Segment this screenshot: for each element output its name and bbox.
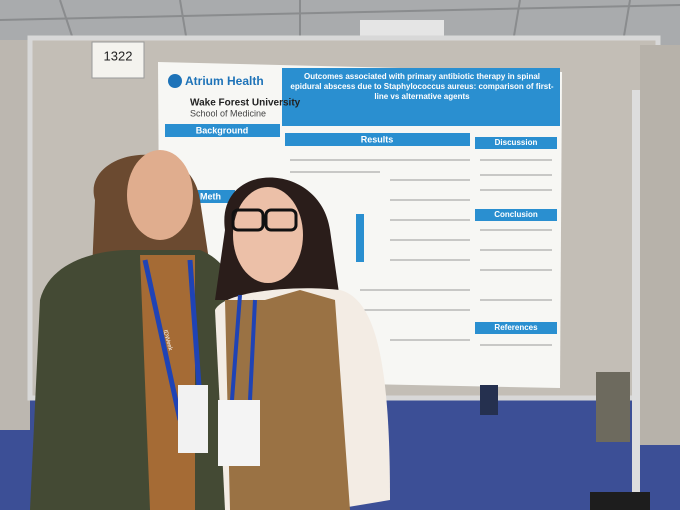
person-right xyxy=(215,177,390,510)
ceiling-beams xyxy=(0,0,680,61)
poster-title-band xyxy=(282,68,560,126)
section-bar xyxy=(195,190,235,203)
section-header: Conclusion xyxy=(494,210,538,219)
booth-number: 1322 xyxy=(104,48,133,63)
logo-secondary: Wake Forest University xyxy=(190,98,301,109)
wall-left xyxy=(0,40,30,430)
post xyxy=(632,90,640,510)
logo-primary: Atrium Health xyxy=(185,74,264,88)
section-header: References xyxy=(494,323,538,332)
background-person-legs xyxy=(480,385,498,415)
section-header: Meth xyxy=(200,191,221,201)
section-bar xyxy=(475,209,557,221)
bag xyxy=(590,492,650,510)
section-header: Results xyxy=(361,134,394,144)
lanyard-text: IDWeek xyxy=(162,329,174,352)
booth-number-card xyxy=(91,41,145,79)
poster-title-box: Outcomes associated with primary antibio… xyxy=(290,72,554,101)
background-person xyxy=(596,372,630,442)
section-header: Discussion xyxy=(495,138,538,147)
logo-icon xyxy=(168,74,182,88)
wall-right xyxy=(640,45,680,445)
poster-figure xyxy=(356,214,364,262)
logo-secondary-sub: School of Medicine xyxy=(190,108,266,118)
section-bar xyxy=(475,137,557,149)
section-bar xyxy=(285,133,470,146)
section-bar xyxy=(475,322,557,334)
poster-text-lines xyxy=(290,159,552,346)
person-left: IDWeek xyxy=(30,150,235,510)
section-bar xyxy=(165,124,280,137)
poster-title: Outcomes associated with primary antibio… xyxy=(290,72,554,101)
section-header: Background xyxy=(196,125,249,135)
